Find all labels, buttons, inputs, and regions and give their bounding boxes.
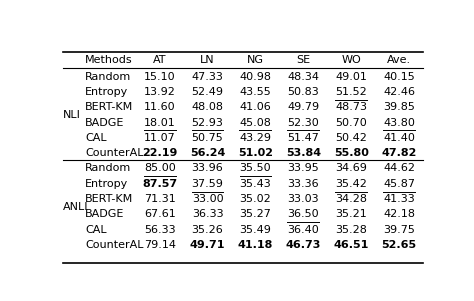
Text: 49.79: 49.79 [287, 102, 319, 112]
Text: 33.00: 33.00 [192, 194, 223, 204]
Text: 40.15: 40.15 [383, 72, 415, 82]
Text: 35.43: 35.43 [239, 179, 271, 189]
Text: 50.42: 50.42 [335, 133, 367, 143]
Text: CounterAL: CounterAL [85, 240, 144, 250]
Text: 13.92: 13.92 [144, 87, 176, 97]
Text: CAL: CAL [85, 133, 107, 143]
Text: BADGE: BADGE [85, 118, 124, 128]
Text: ANLI: ANLI [63, 202, 89, 212]
Text: 51.47: 51.47 [287, 133, 319, 143]
Text: NLI: NLI [63, 110, 81, 120]
Text: Entropy: Entropy [85, 179, 128, 189]
Text: 52.65: 52.65 [382, 240, 417, 250]
Text: 43.55: 43.55 [239, 87, 271, 97]
Text: SE: SE [296, 55, 310, 65]
Text: 35.27: 35.27 [239, 209, 271, 219]
Text: 33.36: 33.36 [287, 179, 319, 189]
Text: WO: WO [341, 55, 361, 65]
Text: 41.06: 41.06 [239, 102, 271, 112]
Text: 53.84: 53.84 [286, 148, 321, 158]
Text: Ave.: Ave. [387, 55, 411, 65]
Text: 47.82: 47.82 [381, 148, 417, 158]
Text: NG: NG [247, 55, 264, 65]
Text: 33.96: 33.96 [191, 163, 223, 173]
Text: 39.75: 39.75 [383, 225, 415, 235]
Text: 51.52: 51.52 [335, 87, 367, 97]
Text: 33.95: 33.95 [287, 163, 319, 173]
Text: 35.02: 35.02 [239, 194, 271, 204]
Text: 41.18: 41.18 [238, 240, 273, 250]
Text: 50.83: 50.83 [287, 87, 319, 97]
Text: 41.40: 41.40 [383, 133, 415, 143]
Text: 44.62: 44.62 [383, 163, 415, 173]
Text: 35.49: 35.49 [239, 225, 271, 235]
Text: 35.21: 35.21 [335, 209, 367, 219]
Text: 50.75: 50.75 [191, 133, 223, 143]
Text: 45.87: 45.87 [383, 179, 415, 189]
Text: 49.71: 49.71 [190, 240, 225, 250]
Text: 45.08: 45.08 [239, 118, 271, 128]
Text: 43.29: 43.29 [239, 133, 272, 143]
Text: 22.19: 22.19 [142, 148, 177, 158]
Text: 48.73: 48.73 [335, 102, 367, 112]
Text: 87.57: 87.57 [142, 179, 177, 189]
Text: 85.00: 85.00 [144, 163, 175, 173]
Text: 33.03: 33.03 [287, 194, 319, 204]
Text: 35.28: 35.28 [335, 225, 367, 235]
Text: 52.49: 52.49 [191, 87, 224, 97]
Text: CAL: CAL [85, 225, 107, 235]
Text: 48.08: 48.08 [191, 102, 224, 112]
Text: 39.85: 39.85 [383, 102, 415, 112]
Text: 46.73: 46.73 [285, 240, 321, 250]
Text: 71.31: 71.31 [144, 194, 175, 204]
Text: 56.33: 56.33 [144, 225, 175, 235]
Text: AT: AT [153, 55, 166, 65]
Text: 79.14: 79.14 [144, 240, 176, 250]
Text: CounterAL: CounterAL [85, 148, 144, 158]
Text: BERT-KM: BERT-KM [85, 102, 133, 112]
Text: 47.33: 47.33 [191, 72, 223, 82]
Text: 40.98: 40.98 [239, 72, 272, 82]
Text: 49.01: 49.01 [335, 72, 367, 82]
Text: 37.59: 37.59 [191, 179, 223, 189]
Text: 36.33: 36.33 [192, 209, 223, 219]
Text: 34.28: 34.28 [335, 194, 367, 204]
Text: 11.60: 11.60 [144, 102, 175, 112]
Text: Random: Random [85, 163, 131, 173]
Text: 36.40: 36.40 [287, 225, 319, 235]
Text: 42.18: 42.18 [383, 209, 415, 219]
Text: 56.24: 56.24 [190, 148, 225, 158]
Text: LN: LN [200, 55, 215, 65]
Text: BERT-KM: BERT-KM [85, 194, 133, 204]
Text: 52.30: 52.30 [287, 118, 319, 128]
Text: 15.10: 15.10 [144, 72, 175, 82]
Text: 18.01: 18.01 [144, 118, 175, 128]
Text: BADGE: BADGE [85, 209, 124, 219]
Text: 52.93: 52.93 [191, 118, 223, 128]
Text: 35.26: 35.26 [191, 225, 223, 235]
Text: 41.33: 41.33 [383, 194, 415, 204]
Text: 35.42: 35.42 [335, 179, 367, 189]
Text: Entropy: Entropy [85, 87, 128, 97]
Text: Random: Random [85, 72, 131, 82]
Text: 34.69: 34.69 [335, 163, 367, 173]
Text: 46.51: 46.51 [333, 240, 369, 250]
Text: 35.50: 35.50 [239, 163, 271, 173]
Text: 42.46: 42.46 [383, 87, 415, 97]
Text: 36.50: 36.50 [287, 209, 319, 219]
Text: 67.61: 67.61 [144, 209, 175, 219]
Text: Methods: Methods [85, 55, 133, 65]
Text: 11.07: 11.07 [144, 133, 175, 143]
Text: 51.02: 51.02 [238, 148, 273, 158]
Text: 43.80: 43.80 [383, 118, 415, 128]
Text: 55.80: 55.80 [334, 148, 369, 158]
Text: 50.70: 50.70 [335, 118, 367, 128]
Text: 48.34: 48.34 [287, 72, 319, 82]
